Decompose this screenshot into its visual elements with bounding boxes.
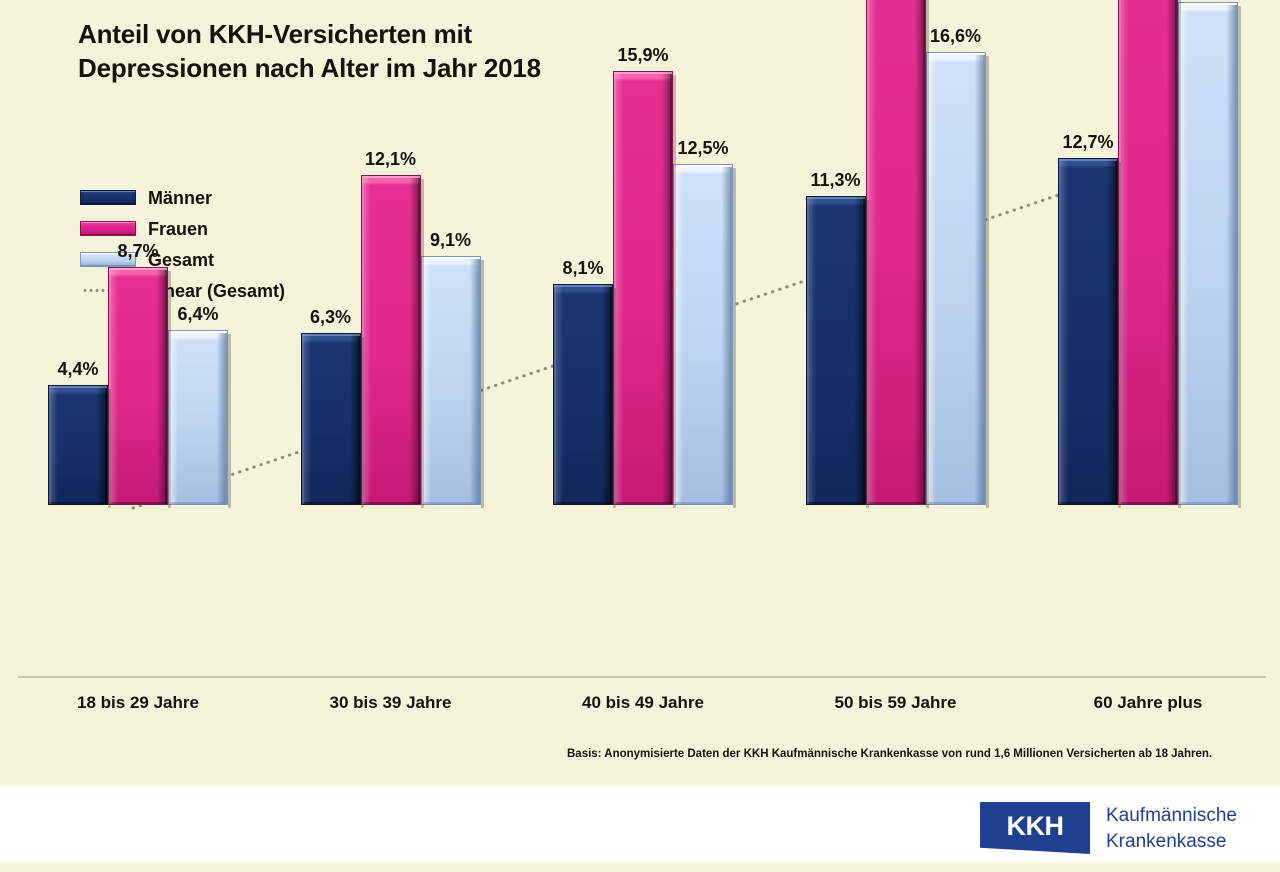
bar-face — [360, 175, 421, 505]
bar-frauen[interactable]: 15,9% — [613, 46, 676, 508]
kkh-logo-mark — [980, 802, 1090, 854]
bar-shadow — [925, 0, 929, 508]
bar-manner[interactable]: 4,4% — [48, 360, 111, 508]
bar-gesamt[interactable]: 18,4% — [1178, 2, 1241, 508]
bar-face — [1178, 2, 1238, 505]
bar-face — [300, 333, 361, 505]
kkh-logo-wordmark: KKH — [1006, 811, 1065, 841]
bar-value-label: 11,3% — [810, 170, 861, 190]
bar-face — [613, 71, 673, 505]
bar-shadow — [1178, 0, 1181, 508]
bar-shadow — [733, 168, 736, 508]
bar-face — [108, 267, 168, 505]
bar-shadow — [673, 75, 676, 508]
bar-group: 11,3%20,1%16,6% — [805, 0, 989, 508]
bar-value-label: 4,4% — [57, 359, 99, 379]
page-title: Anteil von KKH-Versicherten mit Depressi… — [78, 19, 541, 83]
bar-shadow — [168, 271, 171, 508]
bar-value-label: 12,1% — [364, 149, 417, 169]
bar-shadow — [360, 337, 364, 508]
bar-gesamt[interactable]: 12,5% — [673, 139, 736, 508]
bar-shadow — [420, 179, 424, 508]
bar-group: 8,1% 15,9% 12,5% — [553, 0, 736, 508]
x-axis-category-label: 30 bis 39 Jahre — [329, 693, 452, 712]
bar-face — [168, 330, 228, 505]
bar-frauen[interactable]: 8,7% — [108, 242, 171, 508]
bar-shadow — [613, 288, 616, 508]
bar-face — [420, 256, 481, 505]
bar-group: 4,4% 8,7% 6,4% — [48, 0, 231, 508]
bar-face — [553, 284, 613, 505]
x-axis-category-label: 40 bis 49 Jahre — [582, 693, 704, 712]
bar-face — [1058, 158, 1118, 505]
x-axis-category-label: 50 bis 59 Jahre — [834, 693, 957, 712]
bar-shadow — [1118, 162, 1121, 508]
bar-face — [673, 164, 733, 505]
bar-shadow — [1238, 6, 1241, 508]
bar-face — [48, 385, 108, 505]
bar-manner[interactable]: 8,1% — [553, 259, 616, 508]
bar-face — [1118, 0, 1178, 505]
bar-value-label: 9,1% — [429, 230, 472, 250]
bar-frauen[interactable]: 20,1% — [865, 0, 929, 508]
bar-shadow — [108, 389, 111, 508]
bar-frauen[interactable]: 12,1% — [360, 150, 424, 508]
bar-shadow — [985, 56, 989, 508]
bar-manner[interactable]: 12,7% — [1058, 133, 1121, 508]
kkh-logo: KKH Kaufmännische Krankenkasse — [980, 801, 1252, 857]
bar-value-label: 8,7% — [117, 241, 159, 261]
bar-gesamt[interactable]: 6,4% — [168, 305, 231, 508]
bar-value-label: 12,7% — [1062, 132, 1114, 152]
bar-frauen[interactable]: 21,6% — [1118, 0, 1181, 508]
bar-value-label: 15,9% — [617, 45, 669, 65]
bar-gesamt[interactable]: 16,6% — [925, 27, 989, 508]
bar-face — [805, 196, 866, 505]
bar-manner[interactable]: 11,3% — [805, 171, 869, 508]
bar-value-label: 16,6% — [929, 26, 982, 46]
bar-group: 6,3% 12,1% 9,1% — [300, 0, 484, 508]
bar-shadow — [228, 334, 231, 508]
bar-shadow — [480, 260, 484, 508]
bar-value-label: 6,3% — [309, 307, 352, 327]
bar-face — [865, 0, 926, 505]
bar-shadow — [865, 200, 869, 508]
bar-value-label: 8,1% — [562, 258, 604, 278]
footnote-text: Basis: Anonymisierte Daten der KKH Kaufm… — [567, 748, 1213, 760]
kkh-logo-subtitle: Kaufmännische Krankenkasse — [1106, 805, 1237, 852]
axis-baseline — [18, 676, 1266, 678]
x-axis-category-label: 60 Jahre plus — [1093, 693, 1203, 712]
bar-manner[interactable]: 6,3% — [300, 308, 364, 508]
bar-gesamt[interactable]: 9,1% — [420, 231, 484, 508]
x-axis-category-label: 18 bis 29 Jahre — [77, 693, 199, 712]
bar-value-label: 12,5% — [677, 138, 729, 158]
plot-area: 4,4% 8,7% 6,4% 18 bis 29 Jahre 6,3% 12,1% 9,1%… — [18, 0, 1266, 712]
bar-face — [925, 52, 986, 505]
bar-group: 12,7%21,6%18,4% — [1058, 0, 1241, 508]
bar-value-label: 6,4% — [177, 304, 219, 324]
